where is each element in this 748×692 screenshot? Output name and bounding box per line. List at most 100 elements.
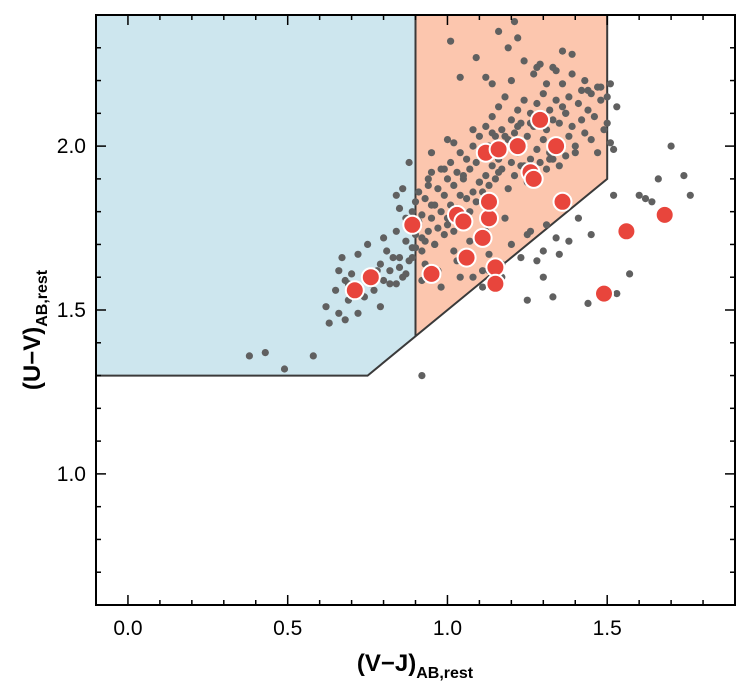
background-point — [641, 195, 650, 203]
background-point — [469, 188, 477, 196]
background-point — [565, 237, 573, 245]
x-axis-title-main: (V−J) — [357, 650, 416, 677]
background-point — [437, 283, 445, 291]
highlighted-point — [507, 136, 528, 157]
x-tick-label: 1.5 — [593, 617, 622, 640]
highlighted-point — [523, 168, 544, 189]
background-point — [485, 250, 493, 258]
background-point — [376, 303, 384, 311]
background-point — [335, 309, 343, 317]
background-point — [597, 83, 605, 91]
background-point — [482, 73, 490, 81]
background-point — [447, 37, 455, 45]
background-point — [453, 168, 461, 176]
background-point — [667, 142, 675, 150]
background-point — [386, 267, 394, 275]
background-point — [309, 352, 317, 360]
background-point — [482, 122, 490, 130]
background-point — [456, 273, 464, 281]
background-point — [514, 34, 522, 42]
background-point — [466, 237, 474, 245]
background-point — [376, 260, 384, 268]
highlighted-points — [344, 109, 675, 304]
background-point — [469, 273, 477, 281]
background-point — [504, 44, 512, 52]
background-point — [415, 188, 423, 196]
background-point — [392, 191, 400, 199]
background-point — [533, 99, 541, 108]
background-point — [440, 191, 448, 199]
background-point — [648, 198, 656, 206]
background-point — [447, 158, 455, 167]
highlighted-point — [402, 214, 423, 235]
background-point — [501, 214, 509, 222]
background-point — [610, 191, 618, 199]
background-point — [472, 198, 480, 206]
background-point — [443, 175, 452, 183]
x-axis-ticks: 0.0 0.5 1.0 1.5 — [95, 15, 736, 640]
background-point — [578, 116, 586, 124]
background-point — [427, 149, 436, 157]
background-point — [427, 168, 436, 176]
background-point — [542, 221, 551, 229]
highlighted-point — [594, 283, 614, 304]
background-point — [469, 126, 477, 134]
background-point — [395, 204, 404, 212]
background-point — [507, 116, 515, 124]
background-point — [380, 234, 388, 242]
background-point — [626, 270, 634, 278]
background-point — [552, 96, 560, 104]
background-point — [523, 132, 531, 140]
background-point — [431, 240, 439, 248]
background-point — [555, 119, 563, 127]
background-point — [495, 103, 503, 111]
background-point — [542, 80, 551, 88]
x-axis-title-subscript: AB,rest — [416, 665, 474, 682]
background-point — [488, 80, 496, 88]
background-point — [526, 155, 535, 163]
background-point — [510, 129, 519, 137]
background-point — [587, 136, 595, 144]
background-point — [466, 165, 474, 173]
highlighted-point — [488, 139, 509, 160]
background-point — [395, 254, 404, 262]
background-point — [469, 142, 477, 150]
background-point — [552, 234, 560, 242]
background-point — [558, 47, 567, 55]
background-point — [325, 319, 333, 327]
background-point — [613, 290, 621, 298]
background-point — [606, 80, 615, 88]
background-point — [507, 77, 515, 85]
background-point — [565, 93, 573, 101]
background-point — [514, 106, 522, 114]
background-point — [370, 286, 378, 294]
background-point — [450, 181, 458, 189]
background-point — [574, 99, 583, 108]
x-tick-label: 1.0 — [433, 617, 462, 640]
y-tick-label: 2.0 — [57, 135, 86, 158]
background-point — [463, 195, 471, 203]
background-point — [510, 18, 519, 26]
background-point — [581, 77, 589, 85]
background-point — [542, 165, 551, 173]
background-point — [539, 90, 547, 98]
background-point — [443, 136, 452, 144]
background-point — [526, 227, 535, 235]
highlighted-point — [546, 136, 567, 157]
background-point — [434, 224, 442, 232]
background-point — [402, 270, 410, 278]
background-point — [456, 191, 464, 199]
background-point — [597, 96, 605, 104]
background-point — [475, 178, 483, 186]
background-point — [495, 168, 503, 176]
background-point — [472, 54, 480, 62]
background-point — [405, 158, 413, 167]
background-point — [395, 263, 404, 271]
background-point — [335, 267, 343, 275]
highlighted-point — [616, 221, 637, 242]
background-point — [354, 309, 362, 317]
y-axis-title-main: (U−V) — [19, 327, 46, 390]
background-point — [514, 122, 522, 130]
highlighted-point — [530, 109, 551, 130]
background-point — [424, 175, 432, 183]
